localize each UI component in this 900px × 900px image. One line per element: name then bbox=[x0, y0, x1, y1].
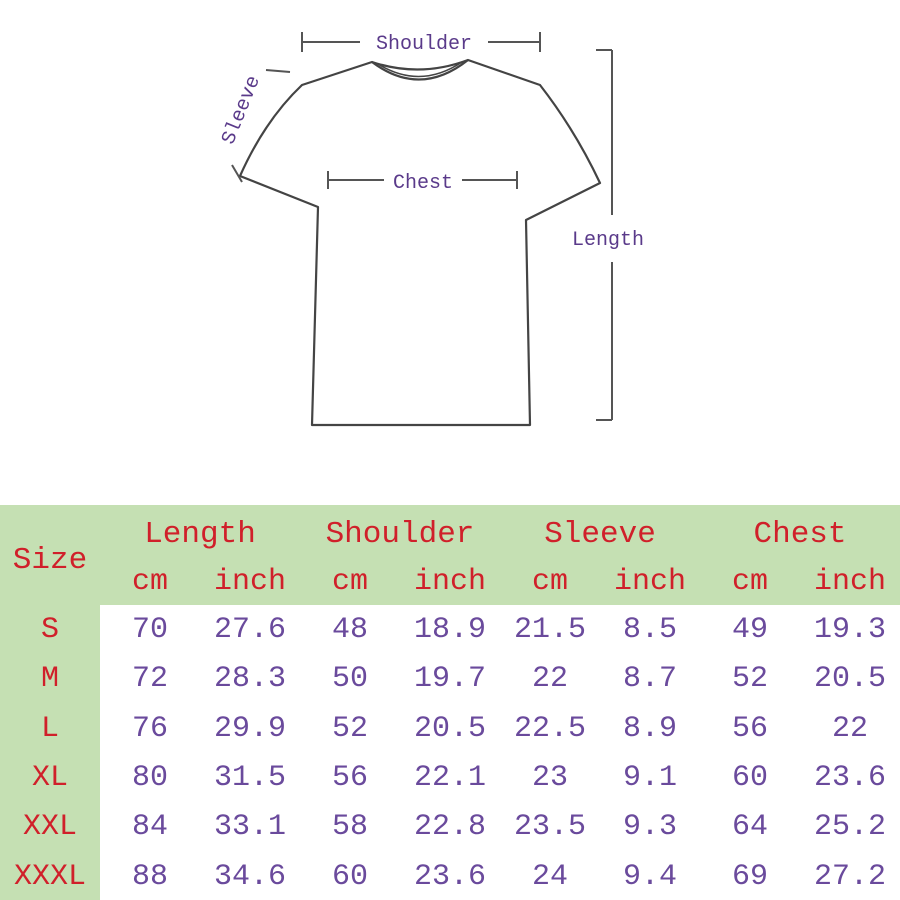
value-cell: 70 bbox=[131, 613, 168, 647]
value-cell: 60 bbox=[331, 859, 368, 894]
value-cell: 84 bbox=[131, 810, 168, 845]
value-cell: 18.9 bbox=[413, 613, 486, 647]
unit-header: cm bbox=[731, 565, 768, 599]
value-cell: 52 bbox=[331, 711, 368, 746]
size-table: Size Length Shoulder Sleeve Chest cm inch cm i… bbox=[0, 505, 900, 900]
length-measure bbox=[596, 49, 613, 421]
value-cell: 19.7 bbox=[413, 662, 486, 697]
value-cell: 27.6 bbox=[213, 613, 286, 647]
size-cell: XL bbox=[31, 760, 68, 795]
size-cell: M bbox=[40, 662, 59, 697]
value-cell: 19.3 bbox=[813, 613, 886, 647]
unit-header: inch bbox=[813, 565, 886, 599]
unit-header: cm bbox=[531, 565, 568, 599]
tshirt-diagram: Shoulder Sleeve Chest Length bbox=[218, 32, 644, 427]
value-cell: 69 bbox=[731, 859, 768, 894]
value-cell: 48 bbox=[331, 613, 368, 647]
group-header-chest: Chest bbox=[753, 517, 847, 552]
value-cell: 20.5 bbox=[413, 711, 486, 746]
value-cell: 76 bbox=[131, 711, 168, 746]
value-cell: 22 bbox=[831, 711, 868, 746]
value-cell: 23.6 bbox=[413, 859, 486, 894]
unit-header: cm bbox=[331, 565, 368, 599]
unit-header: inch bbox=[413, 565, 486, 599]
value-cell: 20.5 bbox=[813, 662, 886, 697]
value-cell: 27.2 bbox=[813, 859, 886, 894]
value-cell: 31.5 bbox=[213, 760, 286, 795]
tshirt-outline bbox=[238, 58, 602, 427]
size-cell: S bbox=[40, 613, 59, 647]
group-header-shoulder: Shoulder bbox=[325, 517, 475, 552]
chest-measure bbox=[327, 171, 518, 189]
value-cell: 72 bbox=[131, 662, 168, 697]
value-cell: 9.3 bbox=[622, 810, 677, 845]
value-cell: 34.6 bbox=[213, 859, 286, 894]
value-cell: 29.9 bbox=[213, 711, 286, 746]
value-cell: 23 bbox=[531, 760, 568, 795]
sleeve-measure bbox=[231, 69, 291, 183]
value-cell: 8.7 bbox=[622, 662, 677, 697]
value-cell: 49 bbox=[731, 613, 768, 647]
value-cell: 23.5 bbox=[513, 810, 586, 845]
sleeve-label: Sleeve bbox=[218, 73, 266, 148]
header-background bbox=[0, 505, 900, 605]
group-header-length: Length bbox=[144, 517, 256, 552]
value-cell: 80 bbox=[131, 760, 168, 795]
value-cell: 22 bbox=[531, 662, 568, 697]
value-cell: 56 bbox=[331, 760, 368, 795]
length-label: Length bbox=[572, 229, 644, 252]
value-cell: 52 bbox=[731, 662, 768, 697]
value-cell: 8.5 bbox=[622, 613, 677, 647]
value-cell: 8.9 bbox=[622, 711, 677, 746]
value-cell: 25.2 bbox=[813, 810, 886, 845]
value-cell: 24 bbox=[531, 859, 568, 894]
value-cell: 58 bbox=[331, 810, 368, 845]
value-cell: 64 bbox=[731, 810, 768, 845]
size-cell: XXL bbox=[22, 810, 77, 845]
unit-header: cm bbox=[131, 565, 168, 599]
size-cell: XXXL bbox=[13, 859, 86, 894]
unit-header: inch bbox=[613, 565, 686, 599]
shoulder-label: Shoulder bbox=[376, 33, 472, 56]
unit-header: inch bbox=[213, 565, 286, 599]
value-cell: 21.5 bbox=[513, 613, 586, 647]
size-cell: L bbox=[40, 711, 59, 746]
value-cell: 60 bbox=[731, 760, 768, 795]
group-header-sleeve: Sleeve bbox=[544, 517, 656, 552]
size-column-background bbox=[0, 505, 100, 900]
chest-label: Chest bbox=[393, 172, 453, 195]
size-header: Size bbox=[12, 543, 88, 578]
value-cell: 22.1 bbox=[413, 760, 486, 795]
value-cell: 9.4 bbox=[622, 859, 677, 894]
value-cell: 88 bbox=[131, 859, 168, 894]
value-cell: 22.5 bbox=[513, 711, 586, 746]
value-cell: 22.8 bbox=[413, 810, 486, 845]
value-cell: 50 bbox=[331, 662, 368, 697]
value-cell: 28.3 bbox=[213, 662, 286, 697]
value-cell: 56 bbox=[731, 711, 768, 746]
value-cell: 33.1 bbox=[213, 810, 286, 845]
value-cell: 9.1 bbox=[622, 760, 677, 795]
value-cell: 23.6 bbox=[813, 760, 886, 795]
shoulder-measure bbox=[301, 32, 541, 52]
